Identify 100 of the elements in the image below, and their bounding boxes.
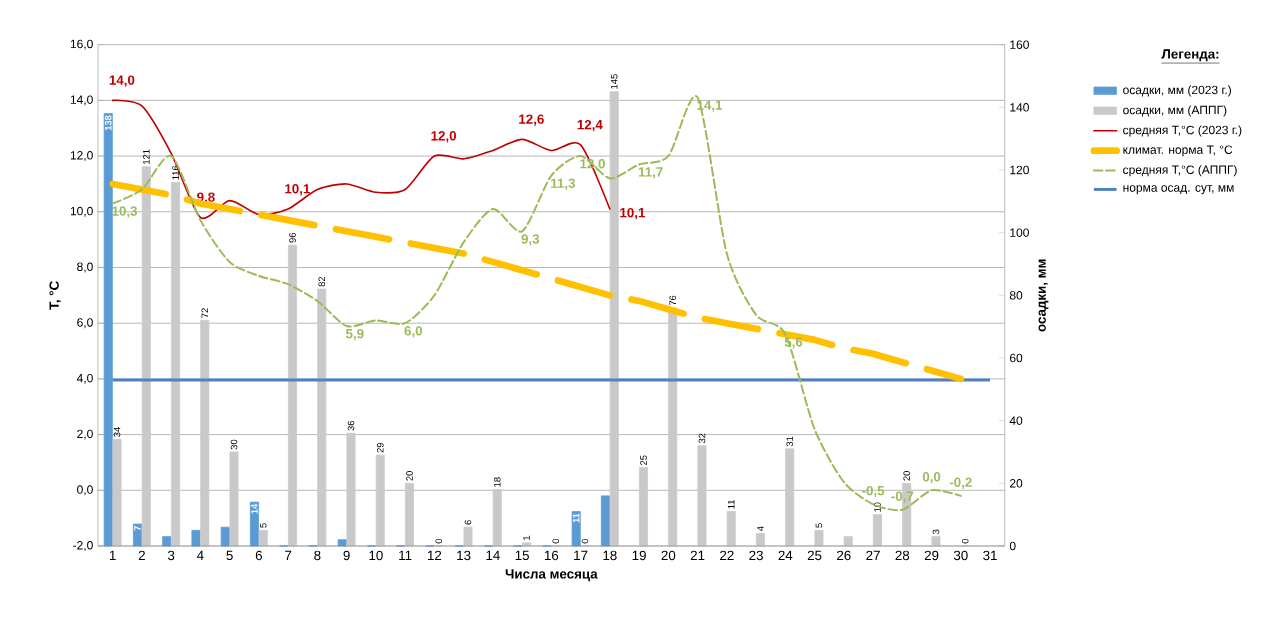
bar bbox=[492, 489, 502, 547]
x-tick-label: 25 bbox=[807, 550, 822, 561]
x-tick-label: 20 bbox=[661, 550, 676, 561]
x-tick-label: 6 bbox=[255, 550, 262, 561]
data-label: 12,4 bbox=[577, 119, 603, 132]
y2-tick-label: 20 bbox=[1009, 479, 1023, 488]
data-label: 76 bbox=[669, 295, 677, 306]
y2-axis-title: осадки, мм bbox=[1038, 259, 1049, 332]
bar bbox=[132, 523, 142, 547]
y-tick-label: 16,0 bbox=[70, 39, 93, 50]
y2-tick-label: 60 bbox=[1009, 353, 1023, 363]
bar bbox=[697, 445, 707, 547]
x-tick-label: 21 bbox=[690, 550, 705, 561]
data-label: 7 bbox=[134, 526, 141, 531]
bar bbox=[317, 288, 327, 547]
data-label: 32 bbox=[698, 433, 706, 444]
x-tick-label: 3 bbox=[167, 550, 175, 561]
data-label: 12,6 bbox=[519, 114, 544, 126]
bar bbox=[141, 166, 151, 547]
bar bbox=[405, 482, 414, 547]
bar bbox=[229, 451, 239, 547]
bar bbox=[571, 511, 581, 547]
data-label: 72 bbox=[201, 308, 209, 318]
y-axis-title: T, °C bbox=[49, 281, 61, 310]
data-label: 11 bbox=[728, 500, 735, 509]
bar bbox=[755, 533, 765, 547]
legend-label: климат. норма T, °C bbox=[1123, 145, 1233, 157]
bar bbox=[814, 529, 824, 547]
bar bbox=[200, 320, 210, 547]
data-label: 6 bbox=[464, 520, 472, 525]
y-tick-label: -2,0 bbox=[73, 541, 93, 551]
y-tick-label: 6,0 bbox=[77, 318, 93, 329]
data-label: 10,1 bbox=[620, 207, 646, 220]
data-label: 82 bbox=[318, 276, 326, 287]
legend-label: осадки, мм (2023 г.) bbox=[1123, 85, 1231, 97]
data-label: 11,3 bbox=[551, 178, 576, 190]
y-tick-label: 12,0 bbox=[70, 151, 93, 162]
data-label: 12,0 bbox=[431, 131, 457, 143]
x-tick-label: 22 bbox=[720, 550, 734, 561]
bar bbox=[220, 526, 230, 547]
data-label: 29 bbox=[376, 442, 384, 453]
data-label: 20 bbox=[903, 471, 910, 481]
y-tick-label: 14,0 bbox=[70, 95, 93, 106]
y2-tick-label: 80 bbox=[1009, 291, 1023, 300]
bar bbox=[638, 467, 648, 547]
x-tick-label: 9 bbox=[343, 550, 350, 561]
data-label: 0 bbox=[961, 538, 969, 544]
y-tick-label: 10,0 bbox=[70, 206, 93, 217]
bar bbox=[931, 536, 941, 547]
bar bbox=[103, 113, 113, 547]
data-label: 5 bbox=[815, 523, 823, 528]
x-tick-label: 28 bbox=[895, 550, 910, 561]
y-tick-label: 2,0 bbox=[77, 429, 93, 440]
data-label: 0 bbox=[552, 538, 560, 544]
data-label: 1 bbox=[523, 535, 530, 540]
y2-tick-label: 100 bbox=[1010, 228, 1029, 237]
data-label: -0,5 bbox=[862, 485, 885, 498]
data-label: 138 bbox=[104, 115, 112, 131]
x-tick-label: 24 bbox=[778, 550, 793, 561]
x-tick-label: 7 bbox=[285, 550, 292, 560]
x-tick-label: 14 bbox=[486, 550, 500, 560]
x-tick-label: 23 bbox=[749, 550, 763, 561]
x-tick-label: 4 bbox=[196, 550, 204, 560]
data-label: 5,9 bbox=[345, 328, 364, 341]
bar bbox=[872, 514, 882, 547]
data-label: 4 bbox=[757, 526, 764, 531]
data-label: 0 bbox=[435, 538, 443, 544]
y2-tick-label: 0 bbox=[1009, 541, 1016, 551]
bar bbox=[288, 244, 297, 547]
y2-tick-label: 40 bbox=[1009, 416, 1023, 425]
bar bbox=[668, 307, 678, 547]
bar bbox=[785, 448, 795, 547]
data-label: 18 bbox=[493, 477, 501, 487]
data-label: 20 bbox=[406, 471, 413, 481]
y-tick-label: 0,0 bbox=[77, 485, 93, 496]
bar bbox=[375, 454, 385, 547]
data-label: 14,0 bbox=[109, 75, 135, 87]
data-label: 14 bbox=[251, 503, 258, 514]
data-label: 10,1 bbox=[285, 184, 310, 196]
y2-tick-label: 120 bbox=[1010, 165, 1029, 175]
bar bbox=[726, 511, 736, 547]
bar bbox=[191, 529, 201, 547]
data-label: 0,0 bbox=[922, 471, 941, 484]
x-tick-label: 18 bbox=[603, 550, 617, 561]
bar bbox=[258, 529, 268, 547]
bar bbox=[346, 432, 356, 547]
bar bbox=[112, 439, 122, 547]
data-label: 9,3 bbox=[521, 234, 540, 246]
bar bbox=[463, 526, 473, 547]
x-tick-label: 19 bbox=[632, 550, 646, 561]
y-tick-label: 4,0 bbox=[76, 373, 93, 384]
data-label: 36 bbox=[347, 420, 355, 431]
x-tick-label: 8 bbox=[314, 550, 321, 561]
x-tick-label: 16 bbox=[544, 550, 559, 561]
line-series bbox=[111, 99, 611, 219]
legend-label: осадки, мм (АППГ) bbox=[1123, 105, 1227, 117]
data-label: 31 bbox=[786, 436, 793, 447]
x-tick-label: 5 bbox=[226, 550, 233, 561]
x-tick-label: 11 bbox=[399, 550, 412, 560]
x-tick-label: 13 bbox=[457, 550, 471, 561]
